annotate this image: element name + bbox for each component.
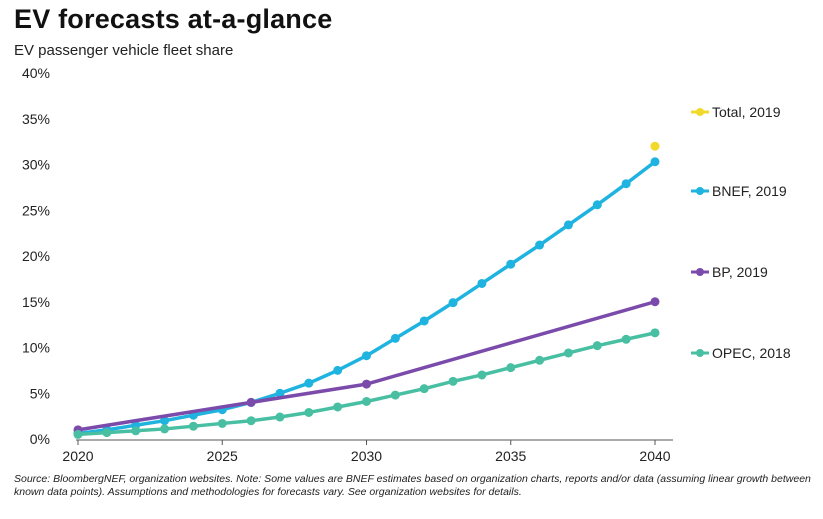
legend-swatch-marker (696, 349, 704, 357)
data-point-bnef-2019 (592, 200, 602, 210)
data-point-bnef-2019 (506, 259, 516, 269)
legend-item-total-2019: Total, 2019 (691, 104, 781, 120)
series-bp-2019 (73, 297, 660, 435)
series-line-bp-2019 (76, 300, 657, 432)
data-point-opec-2018 (217, 418, 227, 428)
data-point-opec-2018 (592, 341, 602, 351)
legend-label: BNEF, 2019 (712, 183, 787, 199)
legend-item-bp-2019: BP, 2019 (691, 264, 768, 280)
series-total-2019 (650, 141, 660, 151)
y-tick-label: 10% (22, 340, 50, 356)
legend-label: Total, 2019 (712, 104, 781, 120)
data-point-opec-2018 (419, 384, 429, 394)
data-point-bnef-2019 (621, 179, 631, 189)
data-point-bnef-2019 (275, 388, 285, 398)
data-point-bp-2019 (246, 397, 256, 407)
data-point-opec-2018 (563, 348, 573, 358)
data-point-opec-2018 (477, 370, 487, 380)
data-point-opec-2018 (333, 402, 343, 412)
y-tick-label: 0% (30, 431, 50, 447)
chart-series (73, 141, 660, 439)
data-point-opec-2018 (73, 429, 83, 439)
y-tick-label: 25% (22, 202, 50, 218)
data-point-bnef-2019 (362, 351, 371, 361)
data-point-opec-2018 (188, 421, 198, 431)
x-tick-label: 2040 (639, 448, 670, 464)
data-point-opec-2018 (304, 407, 314, 417)
data-point-bnef-2019 (333, 365, 343, 375)
legend-item-opec-2018: OPEC, 2018 (691, 345, 791, 361)
y-tick-label: 35% (22, 111, 50, 127)
legend-label: OPEC, 2018 (712, 345, 791, 361)
data-point-bnef-2019 (650, 157, 660, 167)
data-point-opec-2018 (362, 396, 371, 406)
data-point-bnef-2019 (419, 316, 429, 326)
data-point-opec-2018 (535, 355, 545, 365)
x-tick-label: 2020 (62, 448, 93, 464)
y-tick-label: 15% (22, 294, 50, 310)
source-note: Source: BloombergNEF, organization websi… (14, 473, 811, 498)
data-point-opec-2018 (102, 428, 112, 438)
data-point-opec-2018 (275, 412, 285, 422)
data-point-opec-2018 (160, 424, 170, 434)
x-tick-label: 2030 (351, 448, 382, 464)
legend-swatch-marker (696, 268, 704, 276)
data-point-opec-2018 (246, 416, 256, 426)
data-point-bp-2019 (362, 379, 371, 389)
data-point-opec-2018 (650, 328, 660, 338)
y-tick-label: 5% (30, 385, 50, 401)
chart-axes: 0% 5% 10% 15% 20% 25% 30% 35% 40% 2020 2025 2030 203… (22, 65, 673, 464)
data-point-total-2019 (650, 141, 660, 151)
data-point-opec-2018 (390, 390, 400, 400)
legend-swatch-marker (696, 108, 704, 116)
series-opec-2018 (73, 328, 660, 439)
data-point-bp-2019 (650, 297, 660, 307)
data-point-bnef-2019 (535, 240, 545, 250)
series-line-bnef-2019 (76, 160, 657, 436)
data-point-opec-2018 (131, 426, 141, 436)
legend-item-bnef-2019: BNEF, 2019 (691, 183, 787, 199)
y-tick-label: 20% (22, 248, 50, 264)
x-tick-label: 2035 (495, 448, 526, 464)
data-point-opec-2018 (506, 363, 516, 373)
x-tick-label: 2025 (207, 448, 238, 464)
chart-legend: Total, 2019 BNEF, 2019 BP, 2019 OPEC, 2018 (691, 104, 791, 361)
data-point-bnef-2019 (390, 333, 400, 343)
data-point-bnef-2019 (304, 378, 314, 388)
chart-subtitle: EV passenger vehicle fleet share (14, 42, 234, 59)
data-point-bnef-2019 (448, 298, 458, 308)
y-tick-label: 30% (22, 157, 50, 173)
y-tick-label: 40% (22, 65, 50, 81)
series-bnef-2019 (73, 157, 660, 439)
data-point-bnef-2019 (563, 220, 573, 230)
chart-title: EV forecasts at-a-glance (14, 4, 333, 34)
data-point-bnef-2019 (160, 416, 170, 426)
legend-swatch-marker (696, 187, 704, 195)
data-point-bnef-2019 (477, 278, 487, 288)
data-point-opec-2018 (448, 376, 458, 386)
legend-label: BP, 2019 (712, 264, 768, 280)
data-point-opec-2018 (621, 334, 631, 344)
